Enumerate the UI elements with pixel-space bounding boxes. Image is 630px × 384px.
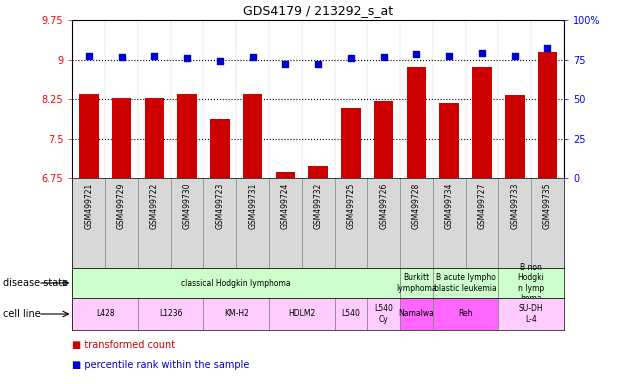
Bar: [406, 68, 427, 384]
Bar: [341, 109, 361, 384]
Bar: [505, 95, 525, 384]
Bar: [433, 268, 498, 298]
Text: GSM499725: GSM499725: [346, 182, 355, 229]
Text: GSM499723: GSM499723: [215, 182, 224, 229]
Bar: [400, 298, 433, 330]
Point: [379, 54, 389, 60]
Text: GSM499730: GSM499730: [183, 182, 192, 229]
Bar: [144, 98, 164, 384]
Bar: [537, 51, 558, 384]
Text: cell line: cell line: [3, 309, 41, 319]
Point: [280, 61, 290, 67]
Bar: [472, 68, 492, 384]
Text: SU-DH
L-4: SU-DH L-4: [518, 304, 544, 324]
Text: B acute lympho
blastic leukemia: B acute lympho blastic leukemia: [434, 273, 497, 293]
Text: GSM499732: GSM499732: [314, 182, 323, 229]
Bar: [498, 268, 564, 298]
Text: B non
Hodgki
n lymp
homa: B non Hodgki n lymp homa: [518, 263, 544, 303]
Text: KM-H2: KM-H2: [224, 310, 249, 318]
Title: GDS4179 / 213292_s_at: GDS4179 / 213292_s_at: [243, 5, 393, 17]
Bar: [335, 298, 367, 330]
Bar: [243, 94, 263, 384]
Text: GSM499722: GSM499722: [150, 182, 159, 229]
Text: GSM499726: GSM499726: [379, 182, 388, 229]
Text: GSM499735: GSM499735: [543, 182, 552, 229]
Point: [444, 53, 454, 59]
Bar: [374, 101, 394, 384]
Point: [84, 53, 94, 59]
Bar: [275, 172, 295, 384]
Bar: [433, 298, 498, 330]
Text: ■ transformed count: ■ transformed count: [72, 340, 176, 350]
Text: GSM499721: GSM499721: [84, 182, 93, 229]
Bar: [498, 298, 564, 330]
Text: GSM499727: GSM499727: [478, 182, 486, 229]
Bar: [210, 119, 230, 384]
Text: Namalwa: Namalwa: [399, 310, 434, 318]
Point: [346, 55, 356, 61]
Text: GSM499724: GSM499724: [281, 182, 290, 229]
Text: L428: L428: [96, 310, 115, 318]
Bar: [177, 94, 197, 384]
Point: [542, 45, 553, 51]
Bar: [308, 166, 328, 384]
Bar: [138, 298, 203, 330]
Text: classical Hodgkin lymphoma: classical Hodgkin lymphoma: [181, 278, 291, 288]
Text: L540
Cy: L540 Cy: [374, 304, 393, 324]
Point: [411, 51, 421, 57]
Text: L1236: L1236: [159, 310, 183, 318]
Text: GSM499734: GSM499734: [445, 182, 454, 229]
Bar: [79, 94, 99, 384]
Bar: [367, 298, 400, 330]
Text: ■ percentile rank within the sample: ■ percentile rank within the sample: [72, 359, 250, 369]
Text: GSM499729: GSM499729: [117, 182, 126, 229]
Text: GSM499733: GSM499733: [510, 182, 519, 229]
Point: [313, 61, 323, 67]
Point: [477, 50, 487, 56]
Bar: [72, 298, 138, 330]
Bar: [400, 268, 433, 298]
Bar: [203, 298, 269, 330]
Point: [510, 53, 520, 59]
Text: GSM499728: GSM499728: [412, 182, 421, 229]
Bar: [439, 103, 459, 384]
Point: [117, 54, 127, 60]
Bar: [269, 298, 335, 330]
Bar: [72, 268, 400, 298]
Text: Burkitt
lymphoma: Burkitt lymphoma: [396, 273, 437, 293]
Text: HDLM2: HDLM2: [288, 310, 316, 318]
Bar: [112, 98, 132, 384]
Point: [248, 54, 258, 60]
Text: disease state: disease state: [3, 278, 68, 288]
Point: [182, 55, 192, 61]
Point: [149, 53, 159, 59]
Text: GSM499731: GSM499731: [248, 182, 257, 229]
Point: [215, 58, 225, 64]
Text: Reh: Reh: [458, 310, 473, 318]
Text: L540: L540: [341, 310, 360, 318]
